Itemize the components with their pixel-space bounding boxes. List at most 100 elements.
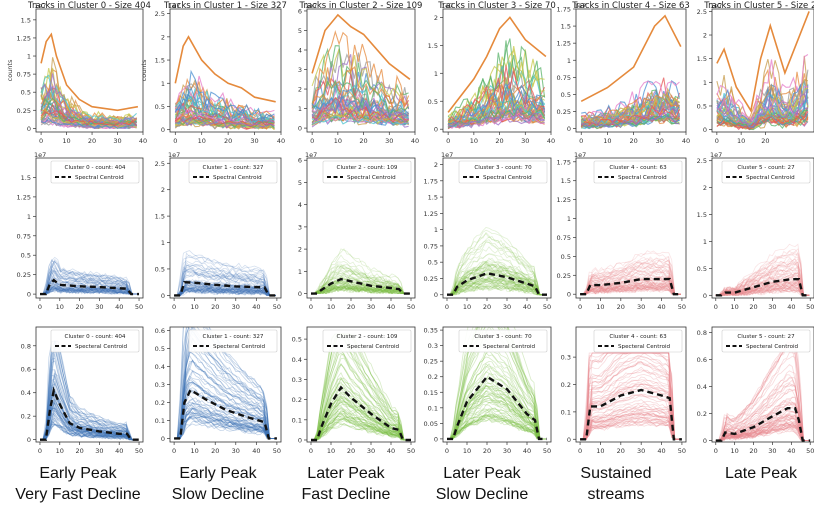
track-line — [447, 349, 546, 440]
track-line — [311, 280, 410, 294]
track-line — [580, 423, 681, 440]
y-tick-label: 0.1 — [428, 404, 438, 412]
track-line — [580, 416, 681, 440]
track-line — [311, 273, 410, 294]
track-line — [715, 262, 810, 296]
track-line — [174, 401, 276, 439]
y-tick-label: 0.5 — [697, 102, 707, 110]
x-tick-label: 40 — [115, 447, 123, 455]
track-line — [448, 106, 546, 128]
peak-track-line — [40, 32, 139, 112]
y-tick-label: 0.5 — [428, 98, 438, 106]
track-line — [174, 327, 276, 439]
track-line — [311, 410, 410, 441]
track-line — [580, 417, 681, 440]
track-line — [311, 248, 410, 294]
track-line — [40, 271, 138, 295]
track-line — [311, 396, 410, 441]
track-line — [311, 383, 410, 441]
y-tick-label: 1.25 — [557, 196, 571, 204]
track-line — [311, 401, 410, 441]
track-line — [40, 283, 138, 295]
track-line — [40, 412, 138, 441]
track-line — [311, 280, 410, 294]
track-line — [580, 357, 681, 440]
track-line — [715, 423, 810, 441]
track-line — [580, 415, 681, 440]
track-line — [40, 277, 138, 295]
track-line — [716, 83, 809, 127]
axes-frame — [711, 326, 814, 443]
x-tick-label: 0 — [172, 447, 176, 455]
y-tick-label: 0.5 — [561, 253, 571, 261]
x-tick-label: 10 — [56, 447, 64, 455]
track-line — [715, 283, 810, 296]
track-line — [447, 65, 545, 123]
track-line — [715, 280, 810, 296]
caption-cluster-0: Early Peak Very Fast Decline — [8, 463, 148, 505]
track-line — [715, 424, 810, 441]
legend-title: Cluster 1 - count: 327 — [203, 334, 264, 340]
y-tick-label: 1.5 — [561, 177, 571, 185]
track-line — [715, 282, 810, 296]
track-line — [311, 115, 409, 126]
track-line — [716, 86, 808, 125]
track-line — [580, 284, 681, 295]
track-line — [715, 287, 810, 296]
track-line — [311, 412, 410, 441]
subplot-title: Tracks in Cluster 2 - Size 109 — [299, 1, 423, 11]
track-line — [311, 284, 410, 294]
track-line — [40, 287, 138, 295]
spectral-centroid-line — [40, 278, 139, 296]
track-line — [447, 327, 546, 440]
track-line — [447, 345, 546, 440]
track-line — [580, 420, 681, 440]
track-line — [174, 408, 276, 439]
x-tick-label: 20 — [617, 447, 625, 455]
x-tick-label: 0 — [579, 137, 583, 145]
track-line — [174, 410, 276, 439]
legend: Cluster 3 - count: 70 Specteral Centroid — [458, 329, 548, 353]
track-line — [40, 405, 138, 441]
spectral-centroid-line — [580, 388, 682, 441]
track-line — [40, 382, 138, 441]
track-line — [715, 272, 810, 296]
track-line — [580, 393, 681, 440]
track-line — [447, 280, 546, 296]
x-tick-label: 30 — [250, 137, 258, 145]
track-line — [580, 369, 681, 440]
track-line — [715, 260, 810, 296]
track-line — [174, 286, 276, 296]
track-line — [40, 402, 138, 441]
track-line — [447, 397, 546, 440]
x-tick-label: 30 — [503, 447, 511, 455]
track-line — [447, 285, 546, 296]
caption-line2: streams — [587, 486, 645, 503]
track-line — [715, 271, 810, 296]
track-line — [174, 407, 276, 439]
track-line — [447, 397, 546, 440]
x-tick-label: 40 — [252, 447, 260, 455]
track-line — [40, 262, 138, 295]
x-tick-label: 40 — [115, 303, 123, 311]
axes-frame — [169, 157, 282, 299]
track-line — [40, 360, 138, 441]
y-tick-label: 1 — [27, 53, 31, 61]
y-tick-label: 4 — [298, 201, 302, 209]
track-line — [40, 270, 138, 295]
track-line — [174, 414, 276, 439]
legend-title: Cluster 5 - count: 27 — [737, 165, 795, 171]
y-tick-label: 0.75 — [424, 242, 438, 250]
track-line — [174, 267, 276, 296]
track-line — [715, 425, 810, 441]
legend: Cluster 0 - count: 404 Specteral Centroid — [50, 329, 140, 353]
track-line — [715, 421, 810, 441]
y-tick-label: 0.75 — [17, 232, 31, 240]
caption-line2: Very Fast Decline — [15, 486, 141, 503]
track-line — [715, 261, 810, 296]
track-line — [580, 405, 681, 440]
track-line — [447, 279, 546, 296]
track-line — [581, 94, 680, 125]
x-tick-label: 10 — [327, 447, 335, 455]
